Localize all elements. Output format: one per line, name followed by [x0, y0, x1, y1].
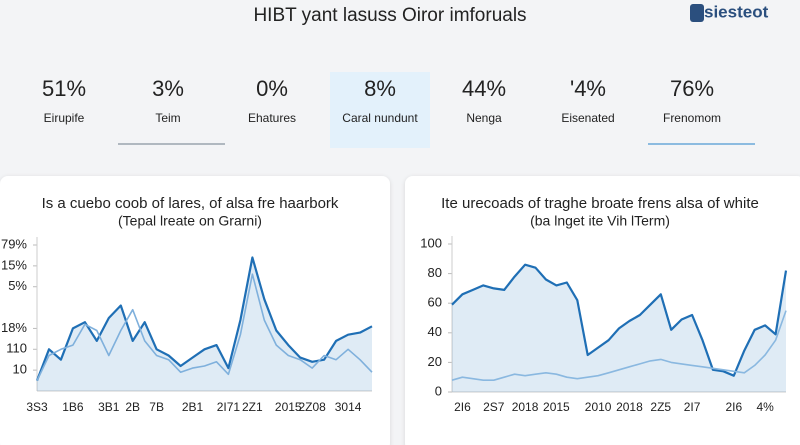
chart-title: Ite urecoads of traghe broate frens alsa… [441, 195, 759, 212]
x-tick-label: 2018 [512, 400, 539, 414]
kpi-value: 8% [364, 76, 396, 101]
x-tick-label: 7B [149, 400, 164, 414]
chart-title: Is a cuebo coob of lares, of alsa fre ha… [42, 195, 339, 212]
line [451, 310, 787, 381]
x-tick-label: 3B1 [98, 400, 120, 414]
logo-icon [690, 4, 704, 22]
kpi-label: Frenomom [663, 111, 721, 125]
x-tick-label: 4% [756, 400, 774, 414]
kpi-value: 3% [152, 76, 184, 101]
kpi-label: Nenga [466, 111, 502, 125]
kpi-label: Eisenated [561, 111, 614, 125]
x-tick-label: 2Z1 [242, 400, 263, 414]
line [36, 273, 373, 381]
x-tick-label: 2Z08 [298, 400, 326, 414]
kpi-label: Ehatures [248, 111, 296, 125]
y-tick-label: 10 [13, 362, 27, 377]
y-tick-label: 79% [1, 236, 27, 251]
x-tick-label: 2I6 [725, 400, 742, 414]
x-tick-label: 2010 [585, 400, 612, 414]
y-tick-label: 100 [420, 235, 442, 250]
x-tick-label: 2I7 [684, 400, 701, 414]
y-tick-label: 5% [8, 278, 27, 293]
y-tick-label: 40 [428, 324, 442, 339]
x-tick-label: 2I71 [217, 400, 241, 414]
x-tick-label: 2015 [275, 400, 302, 414]
y-tick-label: 110 [6, 341, 27, 356]
page-title: HIBT yant lasuss Oiror imforuals [253, 5, 526, 26]
kpi-label: Eirupife [44, 111, 85, 125]
kpi-label: Teim [155, 111, 180, 125]
area [452, 264, 786, 392]
logo: siesteot [704, 2, 769, 21]
x-tick-label: 2S7 [483, 400, 505, 414]
y-tick-label: 0 [435, 383, 442, 398]
x-tick-label: 3S3 [26, 400, 48, 414]
x-tick-label: 2B [125, 400, 140, 414]
line [35, 256, 373, 381]
y-tick-label: 60 [428, 295, 442, 310]
y-tick-label: 18% [1, 320, 27, 335]
chart-subtitle: (ba lnget ite Vih lTerm) [530, 213, 670, 229]
x-tick-label: 1B6 [62, 400, 84, 414]
kpi-label: Caral nundunt [342, 111, 418, 125]
kpi-value: '4% [570, 76, 606, 101]
card [0, 176, 390, 445]
x-tick-label: 2I6 [454, 400, 471, 414]
chart-subtitle: (Tepal lreate on Grarni) [118, 213, 262, 229]
kpi-value: 76% [670, 76, 714, 101]
y-tick-label: 20 [428, 354, 442, 369]
x-tick-label: 2018 [616, 400, 643, 414]
x-tick-label: 3014 [335, 400, 362, 414]
y-tick-label: 15% [1, 257, 27, 272]
kpi-value: 51% [42, 76, 86, 101]
kpi-value: 0% [256, 76, 288, 101]
area [37, 257, 372, 391]
line [451, 263, 788, 377]
kpi-highlight [330, 72, 430, 148]
kpi-value: 44% [462, 76, 506, 101]
x-tick-label: 2B1 [182, 400, 204, 414]
x-tick-label: 2Z5 [650, 400, 671, 414]
y-tick-label: 80 [428, 265, 442, 280]
x-tick-label: 2015 [543, 400, 570, 414]
